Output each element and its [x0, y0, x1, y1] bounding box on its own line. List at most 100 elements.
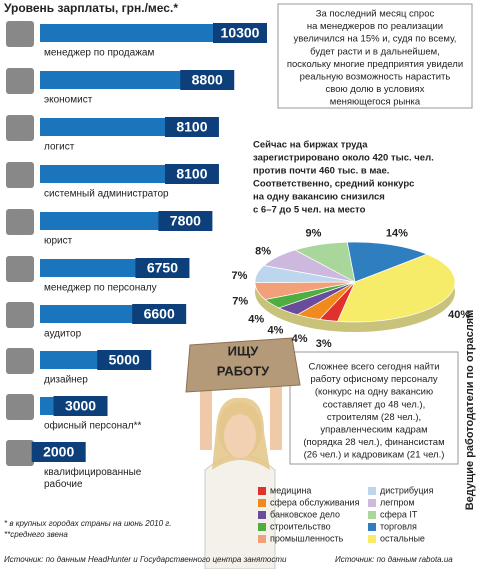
icon: [6, 394, 34, 420]
callout-text: строителям (28 чел.),: [327, 412, 421, 423]
legend-swatch: [368, 487, 376, 495]
legend-label: торговля: [380, 521, 417, 531]
person: [185, 337, 301, 569]
category-label: офисный персонал**: [44, 420, 141, 432]
callout-text: (26 чел.) и кадровикам (21 чел.): [304, 450, 445, 461]
icon: [6, 440, 34, 466]
slice-label: 3%: [316, 338, 332, 350]
icon: [6, 115, 34, 141]
legend-label: сфера IT: [380, 509, 418, 519]
slice-label: 4%: [248, 314, 264, 326]
callout-text: Соответственно, средний конкурс: [253, 179, 414, 190]
value-label: 2000: [43, 444, 74, 460]
callout-text: Сложнее всего сегодня найти: [308, 362, 439, 373]
value-label-box: [31, 442, 86, 462]
slice-label: 4%: [267, 325, 283, 337]
legend-label: медицина: [270, 485, 311, 495]
slice-label: 14%: [386, 228, 408, 240]
slice-label: 8%: [255, 246, 271, 258]
category-label: дизайнер: [44, 375, 88, 386]
callout-text: с 6–7 до 5 чел. на место: [253, 205, 366, 216]
slice-label: 7%: [232, 295, 248, 307]
category-label: менеджер по персоналу: [44, 283, 157, 294]
value-label-box: [97, 350, 152, 370]
icon: [6, 256, 34, 282]
value-label: 3000: [65, 398, 96, 414]
pie-slice: [346, 241, 428, 283]
sign-text: ИЩУ: [228, 343, 260, 358]
slice-label: 9%: [306, 228, 322, 240]
legend-label: остальные: [380, 533, 425, 543]
legend-label: легпром: [380, 497, 415, 507]
icon: [6, 348, 34, 374]
value-label: 8100: [176, 166, 207, 182]
footnote: **среднего звена: [4, 530, 68, 539]
callout-text: будет расти и в дальнейшем,: [310, 46, 440, 57]
callout-text: против почти 460 тыс. в мае.: [253, 166, 389, 177]
callout-text: увеличился на 15% и, судя по всему,: [294, 34, 457, 45]
sign-text: РАБОТУ: [217, 363, 270, 378]
category-label: логист: [44, 142, 75, 153]
callout-box: [277, 3, 473, 109]
icon: [6, 302, 34, 328]
legend-label: банковское дело: [270, 509, 340, 519]
value-label: 6600: [144, 306, 175, 322]
source: Источник: по данным HeadHunter и Государ…: [4, 555, 287, 564]
value-label-box: [158, 211, 213, 231]
value-label-box: [132, 304, 187, 324]
callout-text: Сейчас на биржах труда: [253, 140, 368, 151]
value-label-box: [180, 70, 235, 90]
category-label: квалифицированные рабочие: [44, 466, 142, 490]
category-label: экономист: [44, 95, 93, 106]
value-label-box: [53, 396, 108, 416]
footnote: * в крупных городах страны на июнь 2010 …: [4, 519, 171, 528]
legend-label: промышленность: [270, 533, 344, 543]
icon: [6, 68, 34, 94]
legend-swatch: [368, 511, 376, 519]
value-label-box: [135, 258, 190, 278]
value-label: 8800: [192, 72, 223, 88]
bar: [40, 24, 265, 42]
value-label-box: [164, 117, 219, 137]
legend-swatch: [368, 499, 376, 507]
category-label: аудитор: [44, 329, 82, 340]
value-label: 6750: [147, 260, 178, 276]
category-label: системный администратор: [44, 189, 169, 200]
callout-text: управленческим кадрам: [320, 425, 427, 436]
callout-text: на одну вакансию снизился: [253, 192, 385, 203]
icon: [6, 162, 34, 188]
value-label: 10300: [221, 25, 260, 41]
slice-label: 4%: [292, 333, 308, 345]
legend-label: строительство: [270, 521, 331, 531]
legend-swatch: [368, 535, 376, 543]
slice-label: 40%: [448, 309, 470, 321]
callout-text: зарегистрировано около 420 тыс. чел.: [253, 153, 434, 164]
callout-text: реальную возможность нарастить: [300, 72, 451, 83]
legend-swatch: [258, 499, 266, 507]
legend-swatch: [368, 523, 376, 531]
legend-swatch: [258, 487, 266, 495]
callout-text: свою долю в условиях: [326, 84, 425, 95]
icon: [6, 209, 34, 235]
chart-title: Уровень зарплаты, грн./мес.*: [4, 1, 178, 15]
legend-swatch: [258, 511, 266, 519]
value-label: 7800: [170, 213, 201, 229]
callout-text: работу офисному персоналу: [310, 374, 438, 385]
category-label: юрист: [44, 236, 73, 247]
chart-title: Ведущие работодатели по отраслям: [464, 310, 476, 511]
pie-slice: [337, 253, 456, 323]
callout-text: поскольку многие предприятия увидели: [287, 59, 463, 70]
callout-text: За последний месяц спрос: [316, 9, 435, 20]
icon: [6, 21, 34, 47]
value-label: 5000: [109, 352, 140, 368]
legend-swatch: [258, 535, 266, 543]
value-label-box: [213, 23, 267, 43]
callout-text: меняющегося рынка: [330, 97, 421, 108]
legend-label: сфера обслуживания: [270, 497, 360, 507]
category-label: менеджер по продажам: [44, 48, 154, 59]
callout-text: на менеджеров по реализации: [307, 21, 443, 32]
legend-label: дистрибуция: [380, 485, 434, 495]
source: Источник: по данным rabota.ua: [335, 555, 453, 564]
slice-label: 7%: [232, 270, 248, 282]
